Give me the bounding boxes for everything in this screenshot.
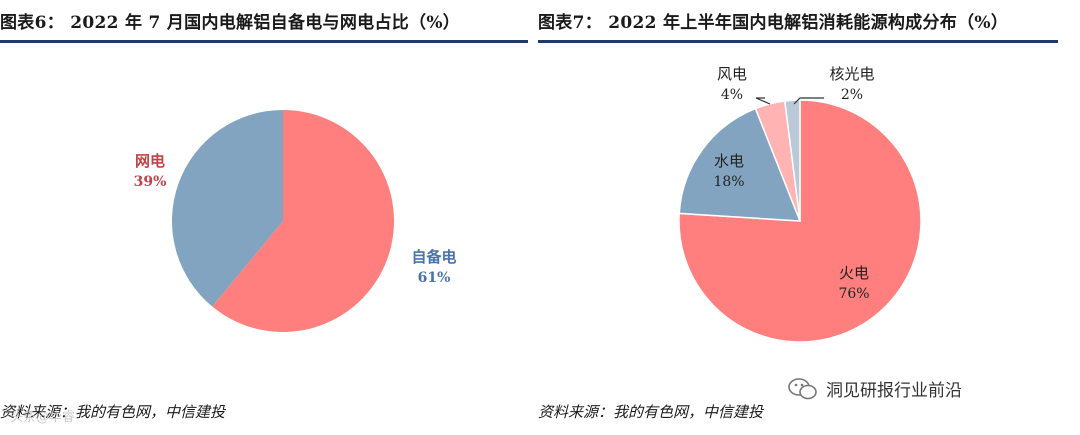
left-chart-title: 图表6： 2022 年 7 月国内电解铝自备电与网电占比（%） — [0, 13, 461, 33]
wechat-icon — [788, 377, 818, 400]
slice-value-label-风电: 4% — [721, 87, 743, 103]
slice-name-label-网电: 网电 — [135, 152, 165, 170]
right-source-note: 资料来源：我的有色网，中信建投 — [538, 403, 764, 421]
right-watermark: 洞见研报行业前沿 — [788, 376, 962, 401]
pie-slice-核光电 — [783, 99, 801, 222]
slice-value-label-水电: 18% — [713, 174, 744, 190]
right-chart-area: 火电 76% 水电 18% 风电 4% 核光电 2% — [538, 46, 1058, 384]
pie-slice-自备电 — [212, 110, 395, 332]
left-chart-area: 自备电 61% 网电 39% — [0, 46, 528, 384]
pie-slice-网电 — [172, 109, 283, 307]
slice-name-label-火电: 火电 — [839, 264, 869, 282]
left-watermark: 头条@华睿 — [10, 410, 76, 425]
right-chart-title: 图表7： 2022 年上半年国内电解铝消耗能源构成分布（%） — [538, 13, 1009, 33]
slice-name-label-水电: 水电 — [714, 152, 744, 170]
right-title-rule — [538, 40, 1058, 43]
left-title-rule — [0, 40, 528, 43]
leader-line-风电 — [755, 97, 771, 105]
slice-name-label-风电: 风电 — [717, 65, 747, 83]
slice-value-label-火电: 76% — [838, 286, 869, 302]
right-chart-panel: 图表7： 2022 年上半年国内电解铝消耗能源构成分布（%） 火电 76% 水电 18… — [538, 0, 1080, 435]
left-pie-chart: 自备电 61% 网电 39% — [134, 109, 457, 332]
slice-name-label-自备电: 自备电 — [411, 248, 456, 266]
right-pie-chart: 火电 76% 水电 18% 风电 4% 核光电 2% — [678, 65, 922, 343]
pie-slice-水电 — [678, 107, 802, 222]
slice-name-label-核光电: 核光电 — [829, 65, 874, 83]
slice-value-label-自备电: 61% — [418, 270, 451, 286]
slice-value-label-网电: 39% — [134, 174, 167, 190]
right-watermark-text: 洞见研报行业前沿 — [826, 381, 962, 401]
slice-value-label-核光电: 2% — [841, 87, 863, 103]
left-source-note: 资料来源：我的有色网，中信建投 — [0, 403, 226, 421]
leader-line-核光电 — [793, 97, 824, 105]
left-chart-panel: 图表6： 2022 年 7 月国内电解铝自备电与网电占比（%） 自备电 61% 网电… — [0, 0, 528, 435]
